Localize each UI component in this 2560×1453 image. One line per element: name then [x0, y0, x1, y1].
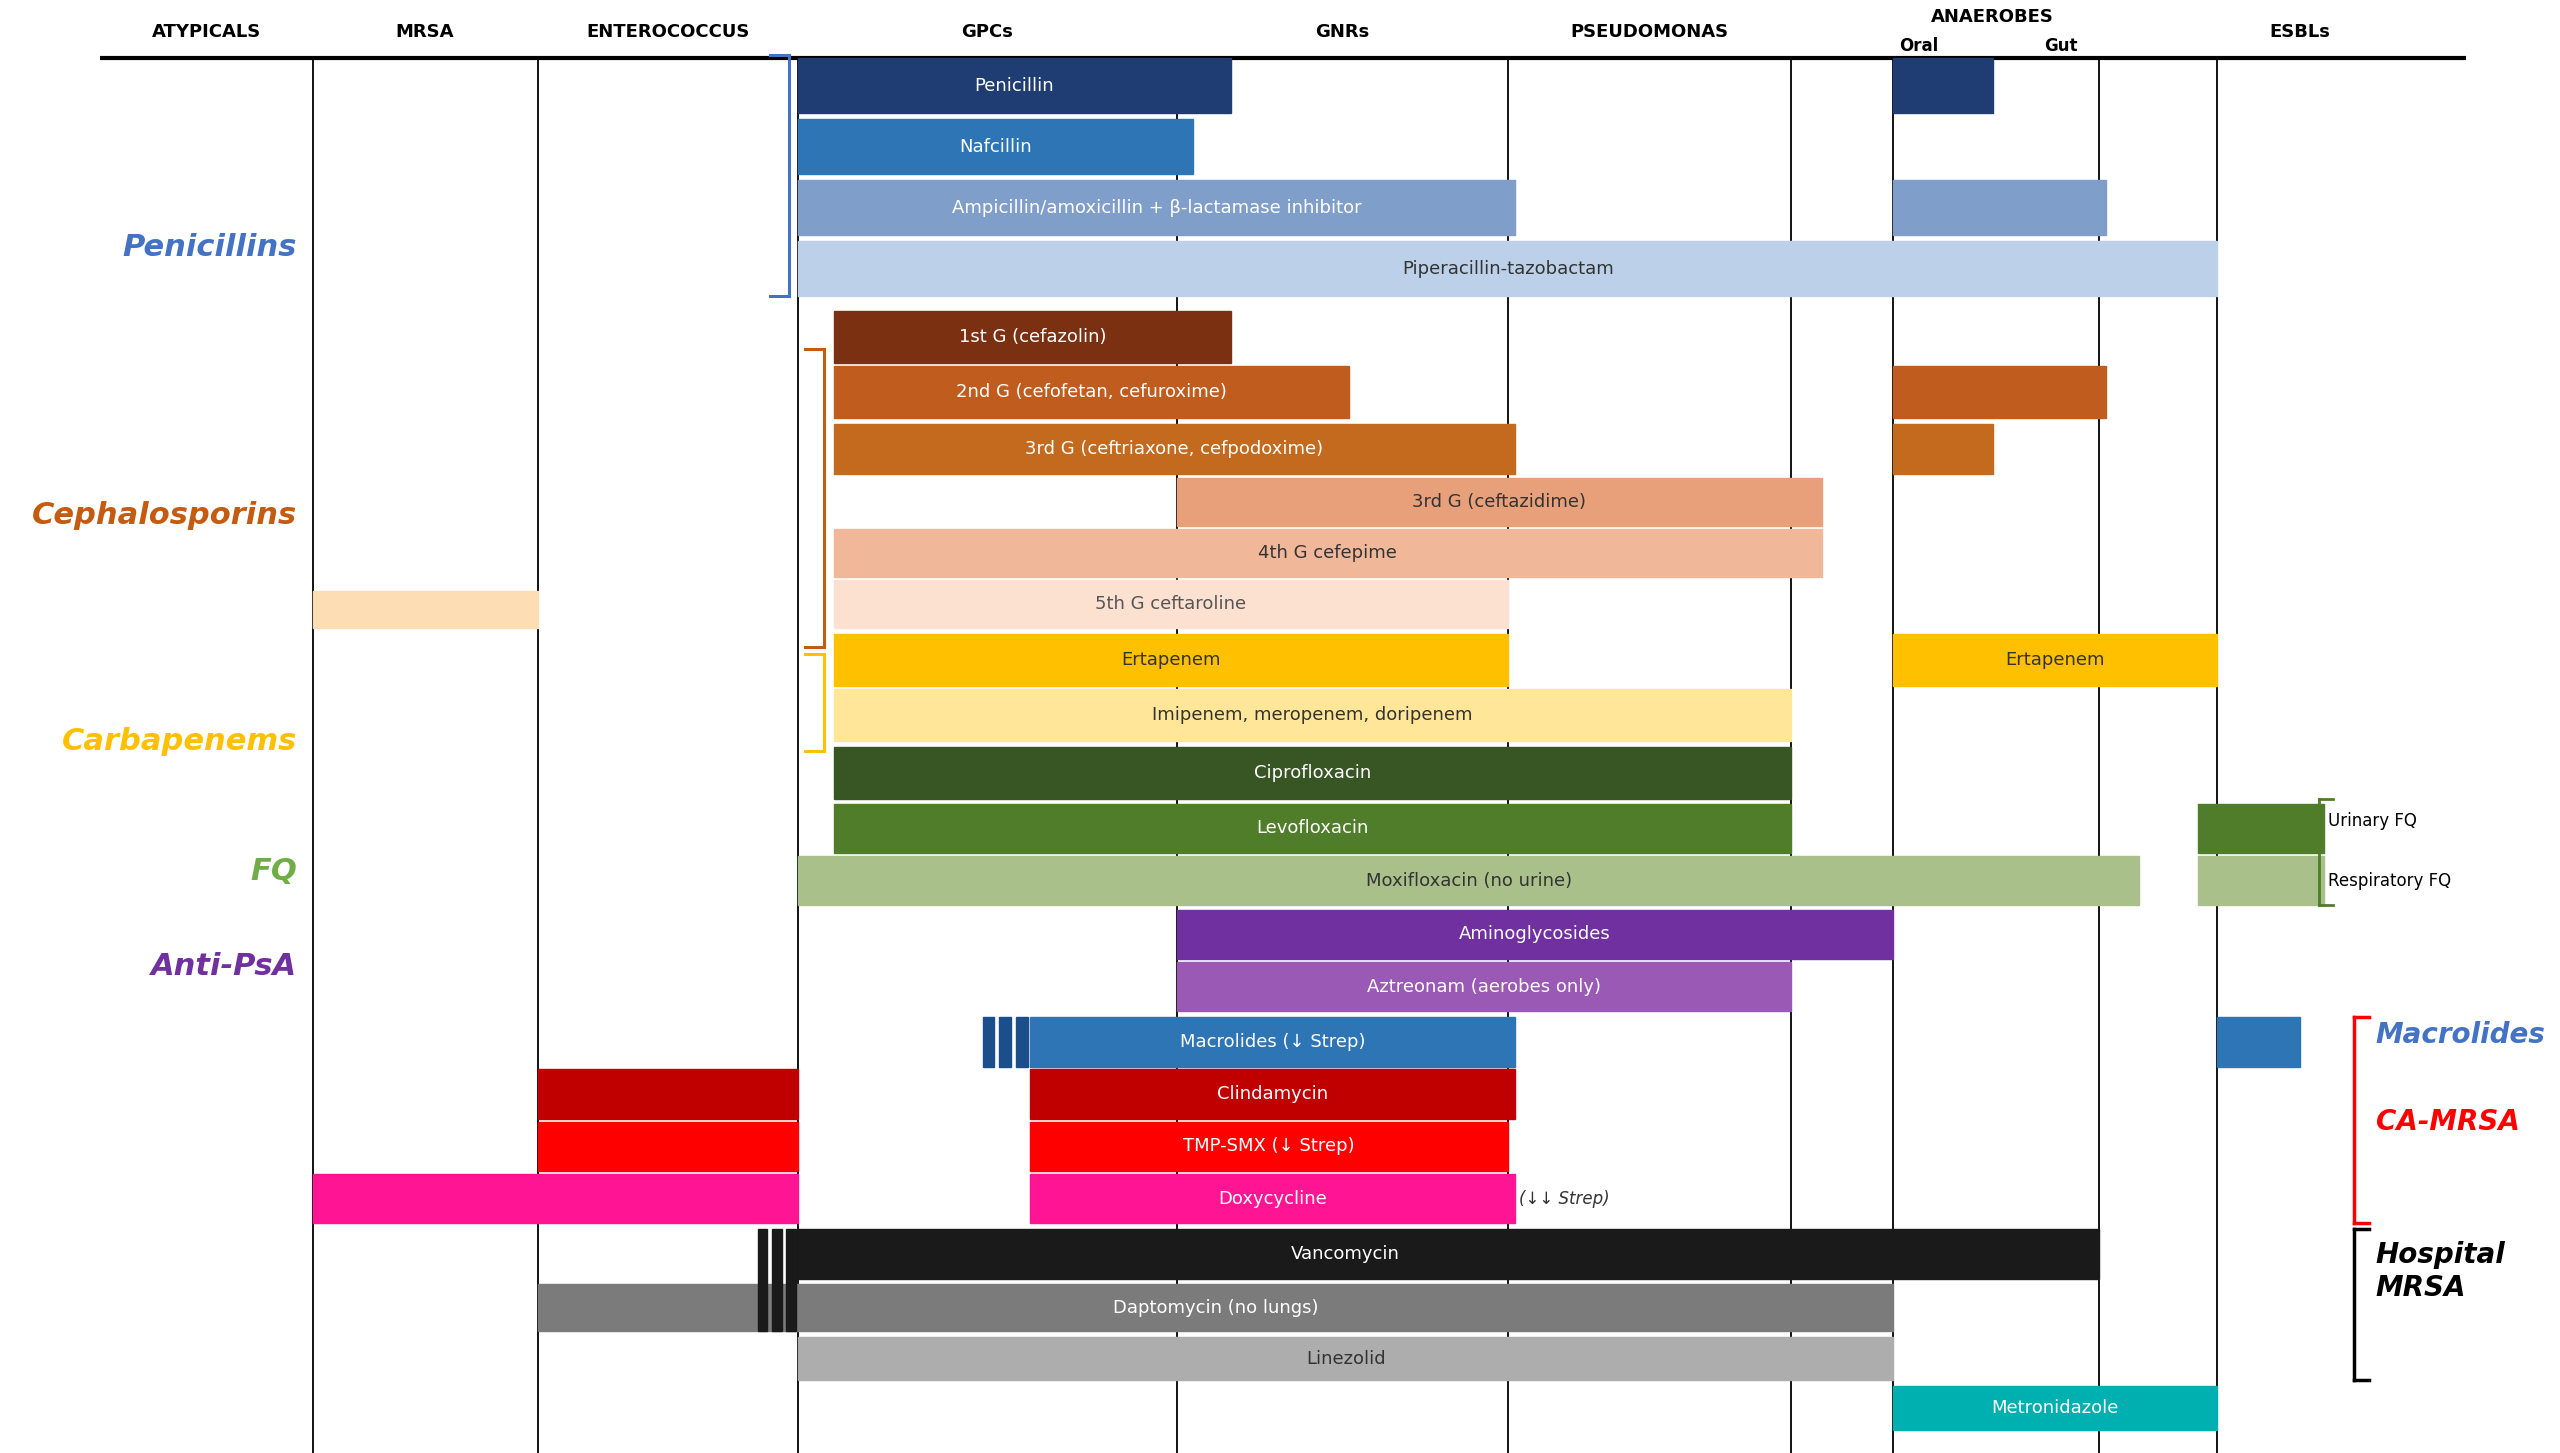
- Bar: [538, 1069, 799, 1119]
- Bar: [799, 180, 1516, 235]
- Bar: [799, 1337, 1894, 1380]
- Text: 4th G cefepime: 4th G cefepime: [1260, 543, 1398, 562]
- Bar: [835, 634, 1508, 686]
- Text: Aminoglycosides: Aminoglycosides: [1459, 926, 1610, 943]
- Bar: [835, 424, 1516, 474]
- Bar: [835, 529, 1823, 577]
- Bar: [1894, 424, 1992, 474]
- Bar: [2199, 856, 2324, 905]
- Text: 5th G ceftaroline: 5th G ceftaroline: [1096, 594, 1247, 613]
- Bar: [1016, 1017, 1027, 1067]
- Bar: [1894, 634, 2217, 686]
- Text: (↓↓ Strep): (↓↓ Strep): [1521, 1190, 1610, 1207]
- Text: MRSA: MRSA: [394, 23, 453, 41]
- Bar: [1894, 1386, 2217, 1430]
- Bar: [1178, 962, 1792, 1011]
- Bar: [1029, 1069, 1516, 1119]
- Text: ANAEROBES: ANAEROBES: [1930, 9, 2053, 26]
- Bar: [983, 1017, 993, 1067]
- Text: Imipenem, meropenem, doripenem: Imipenem, meropenem, doripenem: [1152, 706, 1472, 724]
- Text: Moxifloxacin (no urine): Moxifloxacin (no urine): [1364, 872, 1572, 889]
- Bar: [1029, 1122, 1508, 1171]
- Bar: [799, 119, 1193, 174]
- Bar: [312, 591, 538, 628]
- Text: Doxycycline: Doxycycline: [1219, 1190, 1326, 1207]
- Text: Carbapenems: Carbapenems: [61, 726, 297, 756]
- Bar: [1178, 478, 1823, 526]
- Text: Clindamycin: Clindamycin: [1216, 1085, 1329, 1103]
- Text: Ertapenem: Ertapenem: [2004, 651, 2104, 668]
- Bar: [835, 311, 1231, 363]
- Text: Gut: Gut: [2045, 38, 2079, 55]
- Text: ENTEROCOCCUS: ENTEROCOCCUS: [586, 23, 750, 41]
- Text: Penicillin: Penicillin: [975, 77, 1055, 94]
- Bar: [799, 241, 2217, 296]
- Bar: [1894, 58, 1992, 113]
- Bar: [1894, 1229, 2099, 1279]
- Bar: [2217, 1017, 2299, 1067]
- Text: Metronidazole: Metronidazole: [1992, 1399, 2120, 1417]
- Bar: [835, 580, 1508, 628]
- Bar: [835, 804, 1792, 853]
- Bar: [538, 1122, 799, 1171]
- Text: Macrolides: Macrolides: [2376, 1020, 2545, 1049]
- Bar: [786, 1229, 796, 1331]
- Bar: [312, 1174, 799, 1223]
- Text: Hospital
MRSA: Hospital MRSA: [2376, 1241, 2506, 1302]
- Bar: [799, 58, 1231, 113]
- Bar: [799, 1229, 1894, 1279]
- Text: Oral: Oral: [1900, 38, 1938, 55]
- Bar: [835, 366, 1349, 418]
- Text: GPCs: GPCs: [963, 23, 1014, 41]
- Bar: [1178, 910, 1894, 959]
- Text: TMP-SMX (↓ Strep): TMP-SMX (↓ Strep): [1183, 1138, 1354, 1155]
- Bar: [1029, 1174, 1516, 1223]
- Text: Linezolid: Linezolid: [1306, 1350, 1385, 1367]
- Text: ATYPICALS: ATYPICALS: [151, 23, 261, 41]
- Text: Daptomycin (no lungs): Daptomycin (no lungs): [1114, 1299, 1318, 1316]
- Text: Aztreonam (aerobes only): Aztreonam (aerobes only): [1367, 978, 1600, 995]
- Bar: [773, 1229, 781, 1331]
- Text: Urinary FQ: Urinary FQ: [2330, 812, 2417, 830]
- Bar: [835, 689, 1792, 741]
- Text: Penicillins: Penicillins: [123, 232, 297, 262]
- Bar: [835, 747, 1792, 799]
- Text: Ampicillin/amoxicillin + β-lactamase inhibitor: Ampicillin/amoxicillin + β-lactamase inh…: [952, 199, 1362, 216]
- Text: GNRs: GNRs: [1316, 23, 1370, 41]
- Text: Vancomycin: Vancomycin: [1290, 1245, 1400, 1263]
- Bar: [799, 856, 2140, 905]
- Text: 2nd G (cefofetan, cefuroxime): 2nd G (cefofetan, cefuroxime): [955, 384, 1226, 401]
- Text: Anti-PsA: Anti-PsA: [151, 952, 297, 981]
- Bar: [2199, 804, 2324, 853]
- Bar: [998, 1017, 1011, 1067]
- Text: Respiratory FQ: Respiratory FQ: [2330, 872, 2452, 889]
- Text: PSEUDOMONAS: PSEUDOMONAS: [1569, 23, 1728, 41]
- Text: Macrolides (↓ Strep): Macrolides (↓ Strep): [1180, 1033, 1364, 1051]
- Text: 3rd G (ceftriaxone, cefpodoxime): 3rd G (ceftriaxone, cefpodoxime): [1024, 440, 1324, 458]
- Text: Piperacillin-tazobactam: Piperacillin-tazobactam: [1403, 260, 1613, 278]
- Text: FQ: FQ: [251, 857, 297, 886]
- Text: 1st G (cefazolin): 1st G (cefazolin): [957, 328, 1106, 346]
- Text: ESBLs: ESBLs: [2271, 23, 2330, 41]
- Bar: [538, 1284, 1894, 1331]
- Bar: [758, 1229, 768, 1331]
- Bar: [1894, 180, 2107, 235]
- Bar: [1894, 366, 2107, 418]
- Text: Ciprofloxacin: Ciprofloxacin: [1254, 764, 1372, 782]
- Text: CA-MRSA: CA-MRSA: [2376, 1107, 2519, 1136]
- Bar: [1029, 1017, 1516, 1067]
- Text: Levofloxacin: Levofloxacin: [1257, 819, 1370, 837]
- Text: Nafcillin: Nafcillin: [960, 138, 1032, 155]
- Text: 3rd G (ceftazidime): 3rd G (ceftazidime): [1413, 493, 1587, 511]
- Text: Ertapenem: Ertapenem: [1121, 651, 1221, 668]
- Text: Cephalosporins: Cephalosporins: [31, 501, 297, 530]
